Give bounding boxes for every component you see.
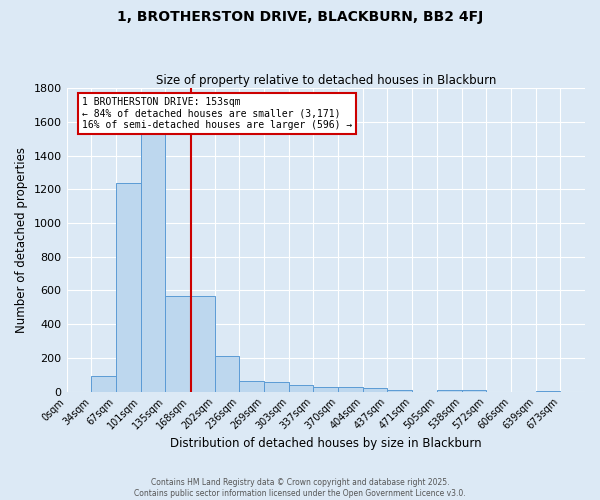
Bar [363, 388, 388, 392]
Text: Contains HM Land Registry data © Crown copyright and database right 2025.
Contai: Contains HM Land Registry data © Crown c… [134, 478, 466, 498]
Bar [190, 296, 215, 392]
Bar [239, 380, 264, 392]
Bar [215, 356, 239, 392]
Bar [140, 115, 165, 392]
Bar [388, 390, 412, 392]
Title: Size of property relative to detached houses in Blackburn: Size of property relative to detached ho… [155, 74, 496, 87]
Text: 1, BROTHERSTON DRIVE, BLACKBURN, BB2 4FJ: 1, BROTHERSTON DRIVE, BLACKBURN, BB2 4FJ [117, 10, 483, 24]
Bar [264, 382, 289, 392]
Bar [313, 386, 338, 392]
X-axis label: Distribution of detached houses by size in Blackburn: Distribution of detached houses by size … [170, 437, 482, 450]
Bar [289, 385, 313, 392]
Bar [165, 296, 190, 392]
Bar [536, 390, 560, 392]
Text: 1 BROTHERSTON DRIVE: 153sqm
← 84% of detached houses are smaller (3,171)
16% of : 1 BROTHERSTON DRIVE: 153sqm ← 84% of det… [82, 98, 352, 130]
Bar [91, 376, 116, 392]
Bar [338, 388, 363, 392]
Bar [116, 182, 140, 392]
Bar [461, 390, 486, 392]
Bar [437, 390, 461, 392]
Y-axis label: Number of detached properties: Number of detached properties [15, 147, 28, 333]
